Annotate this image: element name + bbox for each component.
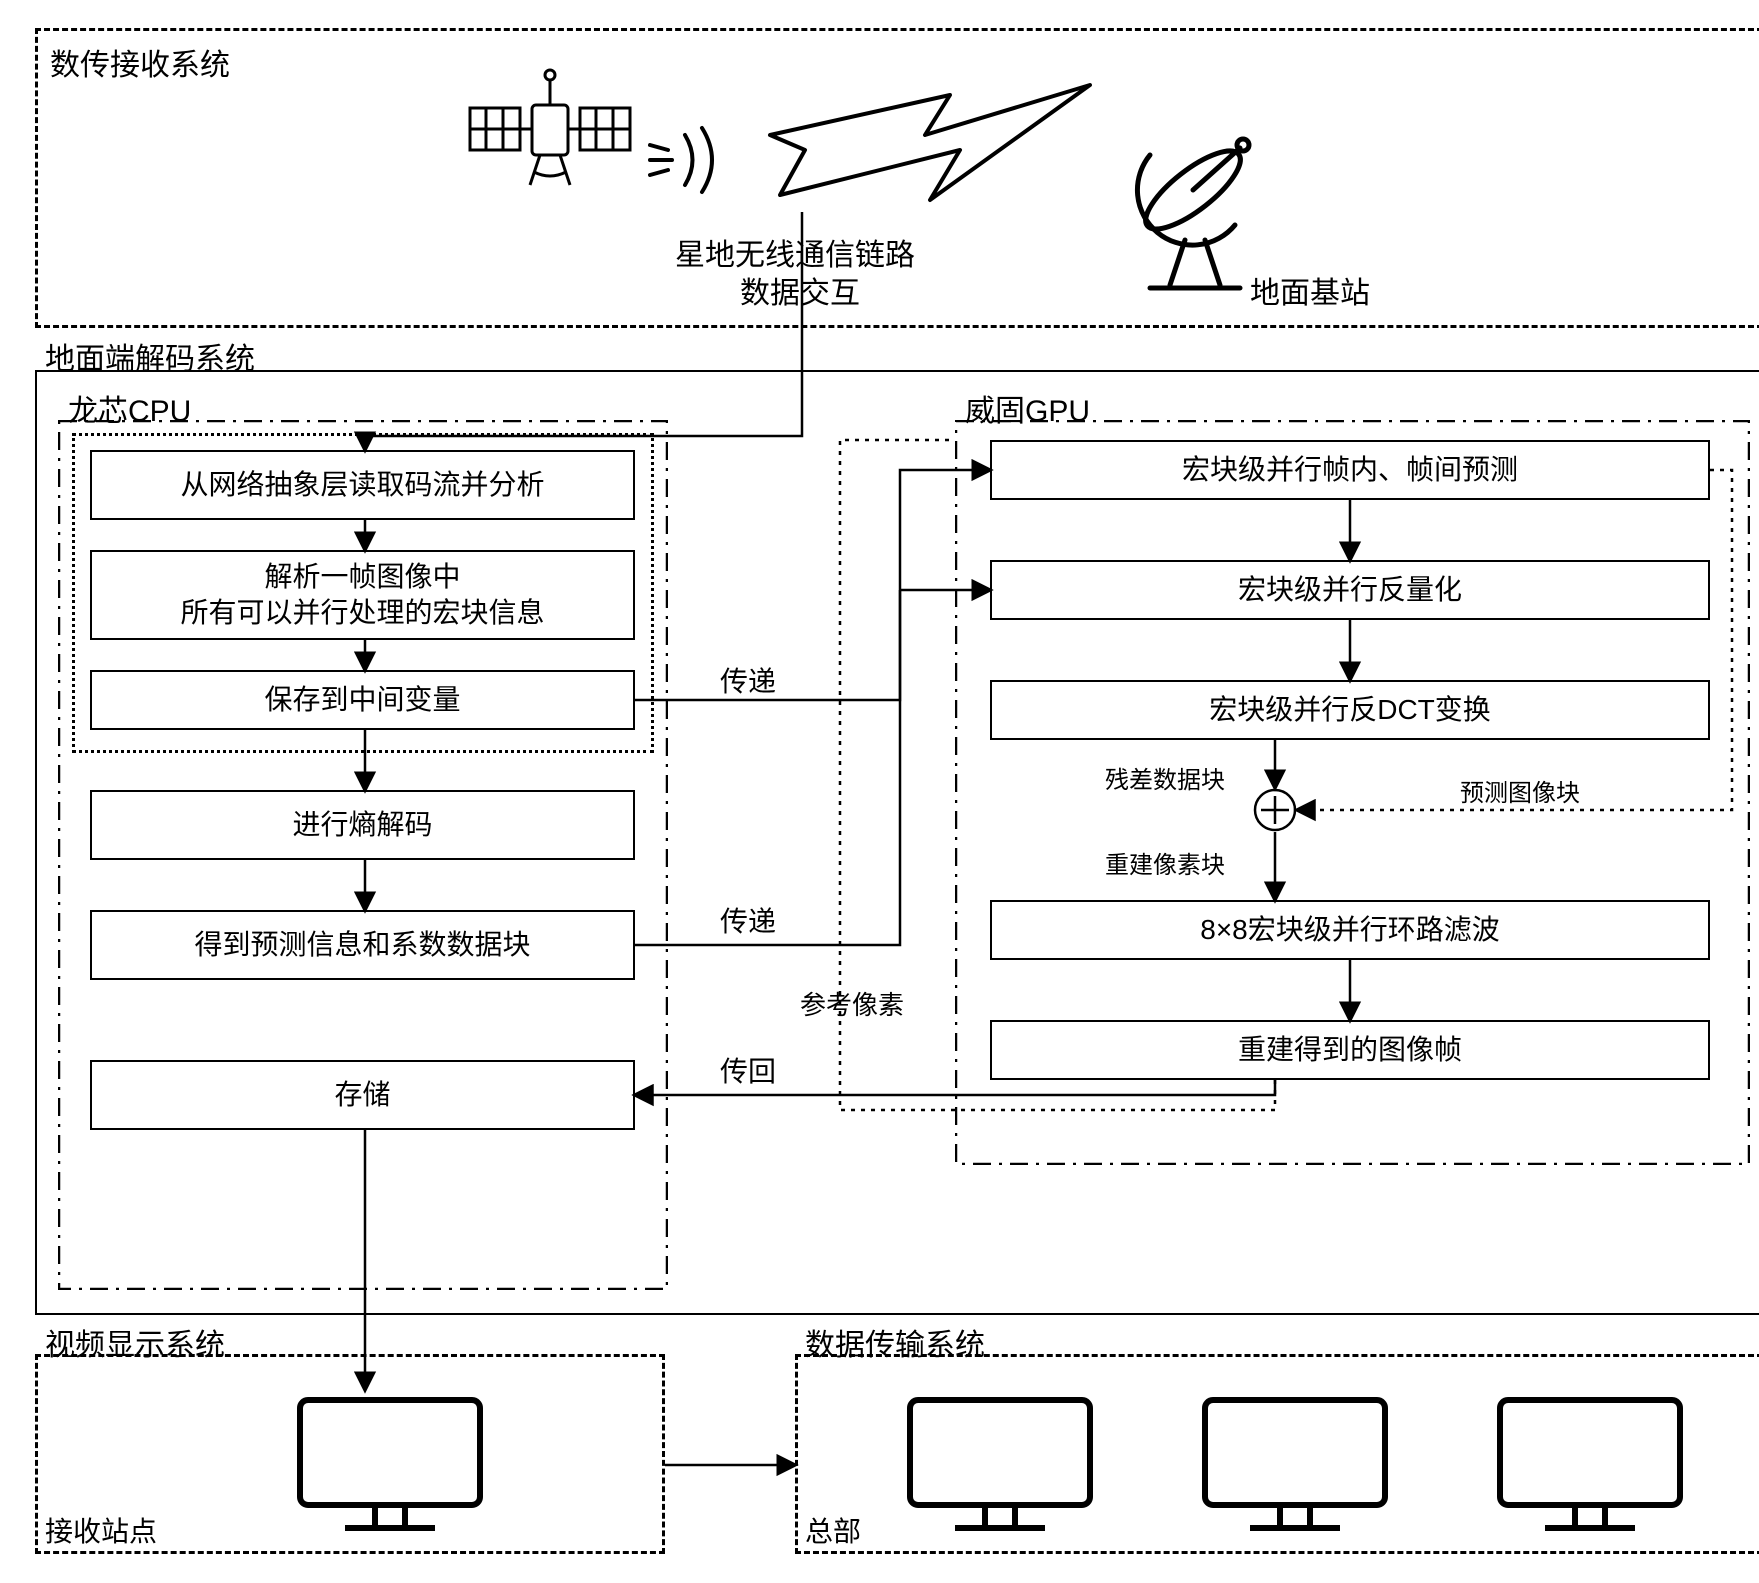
lightning-icon [750,80,1110,220]
monitor-icon [290,1390,490,1540]
signal-waves-icon [640,120,760,200]
gpu-step-dequant: 宏块级并行反量化 [990,560,1710,620]
recv-site-label: 接收站点 [45,1510,157,1550]
pass-label-1: 传递 [720,660,776,700]
cpu-step-parse-frame: 解析一帧图像中 所有可以并行处理的宏块信息 [90,550,635,640]
pred-block-label: 预测图像块 [1460,773,1580,808]
sat-link-label2: 数据交互 [740,268,860,312]
gpu-step-loopfilter: 8×8宏块级并行环路滤波 [990,900,1710,960]
satellite-icon [460,50,640,210]
gpu-step-predict: 宏块级并行帧内、帧间预测 [990,440,1710,500]
gpu-step-reconstruct: 重建得到的图像帧 [990,1020,1710,1080]
section-display-title: 视频显示系统 [45,1320,225,1364]
ref-pixel-label: 参考像素 [800,985,904,1022]
monitor-icon [1490,1390,1690,1540]
rebuilt-pixel-label: 重建像素块 [1105,845,1225,880]
section-transfer-title: 数据传输系统 [805,1320,985,1364]
cpu-step-save-var: 保存到中间变量 [90,670,635,730]
cpu-step-entropy-decode: 进行熵解码 [90,790,635,860]
gpu-step-idct: 宏块级并行反DCT变换 [990,680,1710,740]
residual-label: 残差数据块 [1105,760,1225,795]
section-decode-title: 地面端解码系统 [45,334,255,378]
monitor-icon [900,1390,1100,1540]
cpu-step-read-stream: 从网络抽象层读取码流并分析 [90,450,635,520]
adder-icon [1253,788,1297,832]
ground-station-label: 地面基站 [1250,268,1370,312]
pass-label-2: 传递 [720,900,776,940]
monitor-icon [1195,1390,1395,1540]
system-flow-diagram: 数传接收系统 [20,20,1759,1563]
cpu-step-predict-coef: 得到预测信息和系数数据块 [90,910,635,980]
return-label: 传回 [720,1050,776,1090]
section-cpu-title: 龙芯CPU [68,386,191,430]
section-gpu-title: 威固GPU [965,386,1090,430]
hq-label: 总部 [805,1510,861,1550]
section-transmit-title: 数传接收系统 [50,40,230,84]
cpu-step-store: 存储 [90,1060,635,1130]
